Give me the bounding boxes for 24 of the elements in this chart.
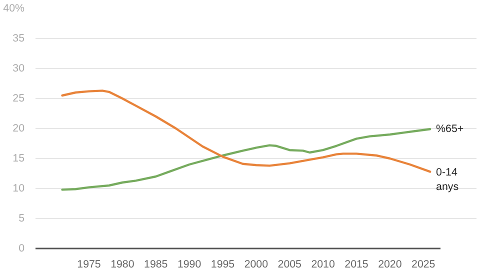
y-tick-label: 35: [12, 32, 25, 44]
x-tick-label: 1980: [110, 258, 134, 270]
x-tick-label: 2000: [244, 258, 268, 270]
y-tick-label: 5: [18, 212, 25, 224]
x-tick-label: 2025: [412, 258, 436, 270]
x-tick-label: 1975: [77, 258, 101, 270]
y-tick-label: 0: [18, 242, 25, 254]
series-label: %65+: [436, 123, 464, 136]
x-tick-label: 2020: [378, 258, 402, 270]
x-tick-label: 2010: [311, 258, 335, 270]
x-tick-label: 1995: [210, 258, 235, 270]
y-tick-label: 20: [12, 122, 25, 134]
line-series: [61, 90, 432, 173]
x-tick-label: 1990: [177, 258, 202, 270]
x-tick-label: 2005: [278, 258, 302, 270]
y-tick-label: 25: [12, 92, 25, 104]
x-tick-label: 1985: [144, 258, 168, 270]
x-tick-label: 2015: [344, 258, 368, 270]
y-tick-label: 10: [12, 182, 25, 194]
series-label: 0-14 anys: [436, 166, 459, 194]
y-tick-label: 30: [12, 62, 25, 74]
line-series: [61, 128, 432, 191]
y-tick-label: 15: [12, 152, 25, 164]
y-tick-label: 40%: [3, 2, 26, 14]
